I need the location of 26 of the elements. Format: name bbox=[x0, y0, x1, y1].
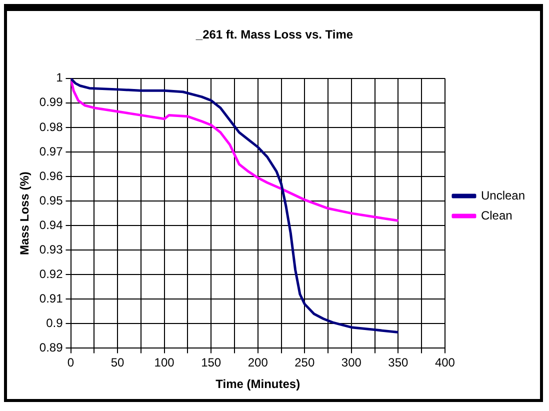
y-tick-label: 1 bbox=[56, 70, 64, 85]
x-tick-label: 400 bbox=[434, 356, 456, 370]
legend-label: Clean bbox=[480, 208, 512, 222]
x-tick-label: 350 bbox=[388, 356, 409, 370]
y-tick-label: 0.93 bbox=[39, 242, 64, 256]
x-axis-title: Time (Minutes) bbox=[216, 377, 300, 392]
y-tick-label: 0.95 bbox=[39, 193, 64, 208]
x-tick-label: 150 bbox=[201, 356, 222, 370]
x-tick-label: 50 bbox=[110, 356, 125, 370]
legend-label: Unclean bbox=[480, 188, 526, 202]
x-tick-label: 200 bbox=[248, 356, 268, 370]
y-tick-label: 0.99 bbox=[39, 95, 64, 110]
x-tick-label: 300 bbox=[341, 356, 362, 370]
y-tick-label: 0.98 bbox=[39, 120, 64, 134]
y-axis-title: Mass Loss (%) bbox=[18, 172, 32, 255]
x-tick-label: 0 bbox=[67, 356, 74, 370]
y-tick-label: 0.92 bbox=[39, 266, 64, 281]
y-tick-label: 0.91 bbox=[39, 291, 64, 306]
x-tick-label: 100 bbox=[154, 356, 175, 370]
y-tick-label: 0.96 bbox=[39, 168, 64, 183]
y-tick-label: 0.89 bbox=[39, 340, 64, 355]
y-tick-label: 0.9 bbox=[46, 316, 64, 330]
chart-title: _261 ft. Mass Loss vs. Time bbox=[194, 28, 354, 42]
y-tick-label: 0.94 bbox=[39, 218, 64, 232]
y-tick-label: 0.97 bbox=[39, 144, 64, 158]
x-tick-label: 250 bbox=[294, 356, 315, 370]
